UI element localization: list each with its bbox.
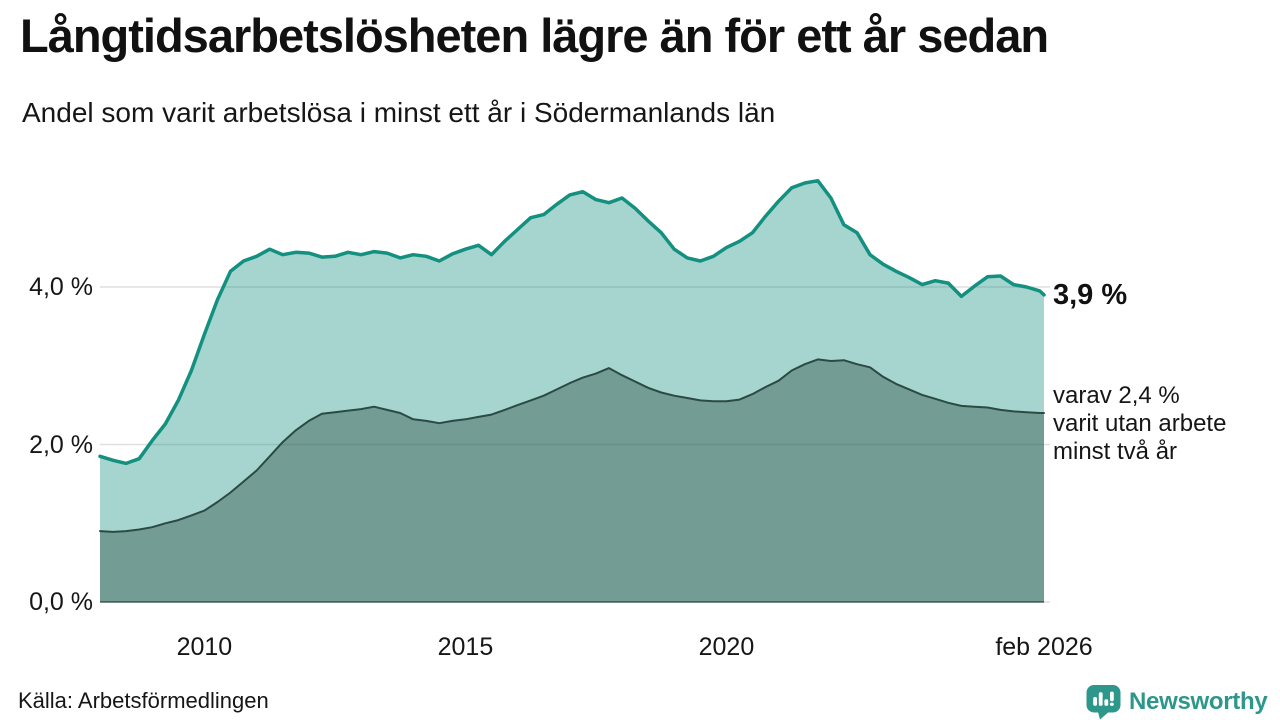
y-tick-label: 2,0 % (29, 430, 93, 459)
exclamation-icon-dot (1110, 702, 1114, 706)
x-tick-label: feb 2026 (995, 633, 1093, 661)
chart-subtitle: Andel som varit arbetslösa i minst ett å… (22, 97, 776, 128)
series-line-2 (99, 358, 1045, 533)
x-tick-label: 2015 (437, 633, 494, 661)
y-tick-label: 4,0 % (29, 273, 93, 301)
newsworthy-speech-bubble-icon (1086, 685, 1121, 720)
series-area-1 (100, 180, 1044, 602)
newsworthy-logo-text: Newsworthy (1129, 687, 1268, 715)
source-note: Källa: Arbetsförmedlingen (18, 688, 269, 713)
x-tick-label: 2020 (698, 633, 755, 661)
bubble-tail (1097, 710, 1111, 720)
bar-chart-icon-bar3 (1104, 699, 1109, 706)
bar-chart-icon-bar1 (1093, 697, 1097, 706)
series-line-1 (98, 178, 1046, 466)
end-label-primary: 3,9 % (1053, 279, 1128, 311)
newsworthy-logo: Newsworthy (1085, 683, 1268, 720)
y-tick-label: 0,0 % (29, 588, 93, 616)
end-label-secondary-line1: varav 2,4 % (1053, 382, 1180, 409)
series-area-2 (100, 359, 1044, 602)
exclamation-icon-bar (1110, 691, 1114, 702)
x-tick-label: 2010 (176, 633, 233, 661)
bar-chart-icon-bar2 (1098, 692, 1103, 706)
page-title: Långtidsarbetslösheten lägre än för ett … (20, 9, 1049, 62)
end-label-secondary-line3: minst två år (1053, 438, 1178, 465)
end-label-secondary-line2: varit utan arbete (1053, 410, 1227, 437)
bubble-shape (1086, 685, 1121, 713)
end-label-secondary: varav 2,4 % varit utan arbete minst två … (1053, 382, 1226, 466)
